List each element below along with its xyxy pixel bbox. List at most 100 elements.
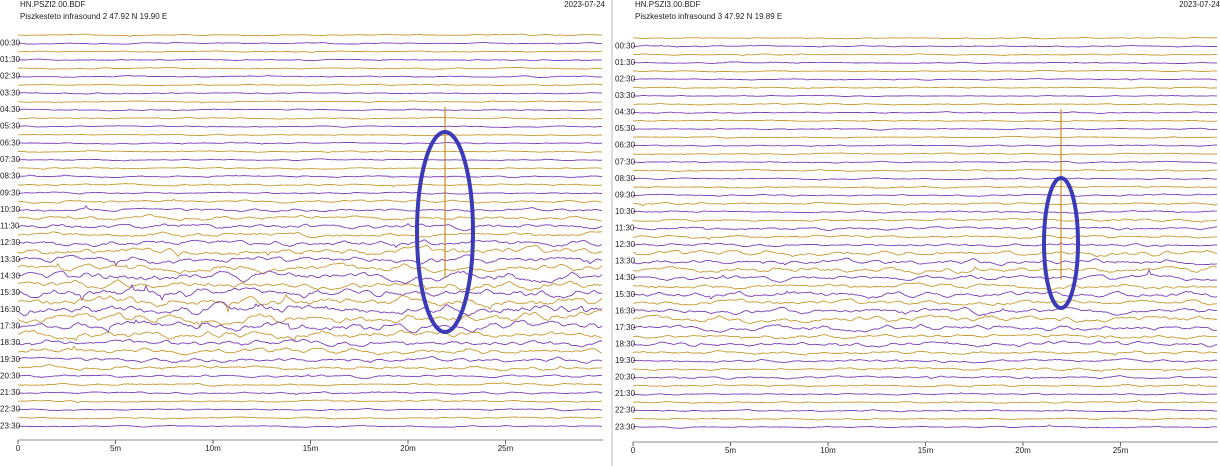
waveform-trace — [17, 191, 603, 195]
waveform-trace — [633, 44, 1218, 48]
waveform-trace — [632, 210, 1218, 214]
waveform-trace — [632, 424, 1218, 429]
row-time-label: 23:30 — [615, 422, 636, 431]
waveform-trace — [633, 399, 1218, 404]
row-time-label: 02:30 — [0, 72, 21, 81]
row-time-label: 04:30 — [0, 105, 21, 114]
waveform-trace — [17, 33, 603, 38]
row-time-label: 09:30 — [615, 190, 636, 199]
panel-date: 2023-07-24 — [1179, 0, 1220, 9]
waveform-trace — [17, 133, 603, 137]
waveform-trace — [632, 36, 1218, 40]
waveform-trace — [17, 174, 603, 179]
x-tick-label: 25m — [498, 444, 514, 453]
waveform-trace — [17, 58, 603, 62]
row-time-label: 06:30 — [615, 141, 636, 150]
x-tick-label: 15m — [303, 444, 319, 453]
row-time-label: 18:30 — [615, 339, 636, 348]
row-time-label: 15:30 — [0, 288, 21, 297]
waveform-trace — [632, 103, 1217, 106]
row-time-label: 07:30 — [0, 155, 21, 164]
waveform-trace — [17, 356, 603, 364]
panel: HN.PSZI2.00.BDF Piszkesteto infrasound 2 … — [0, 0, 606, 453]
x-tick-label: 20m — [1015, 446, 1031, 455]
waveform-trace — [17, 149, 603, 154]
waveform-trace — [17, 262, 603, 275]
waveform-trace — [632, 160, 1218, 164]
waveform-trace — [17, 345, 603, 356]
waveform-trace — [632, 268, 1217, 283]
waveform-trace — [17, 141, 603, 145]
row-time-label: 01:30 — [615, 58, 636, 67]
waveform-trace — [17, 158, 603, 162]
waveform-trace — [17, 270, 603, 284]
waveform-trace — [632, 69, 1218, 73]
waveform-trace — [632, 119, 1218, 123]
waveform-trace — [17, 425, 602, 428]
row-time-label: 03:30 — [0, 88, 21, 97]
row-time-label: 08:30 — [0, 172, 21, 181]
waveform-trace — [18, 74, 603, 78]
row-time-label: 18:30 — [0, 338, 21, 347]
x-tick-label: 10m — [205, 444, 221, 453]
waveform-trace — [632, 61, 1217, 65]
row-time-label: 07:30 — [615, 157, 636, 166]
row-time-label: 03:30 — [615, 91, 636, 100]
waveform-trace — [17, 125, 603, 128]
waveform-trace — [17, 41, 602, 45]
x-tick-label: 10m — [820, 446, 836, 455]
row-time-label: 14:30 — [615, 273, 636, 282]
panel-subtitle: Piszkesteto infrasound 2 47.92 N 19.90 E — [20, 12, 167, 21]
waveform-trace — [633, 409, 1218, 413]
x-tick-label: 25m — [1113, 446, 1129, 455]
highlight-ellipse — [1042, 176, 1080, 310]
waveform-trace — [18, 183, 603, 188]
waveform-trace — [17, 382, 603, 387]
waveform-trace — [17, 391, 603, 395]
waveform-trace — [17, 254, 603, 267]
waveform-trace — [633, 234, 1218, 240]
waveform-trace — [632, 314, 1218, 324]
waveform-trace — [17, 364, 603, 372]
row-time-label: 08:30 — [615, 174, 636, 183]
panel-date: 2023-07-24 — [564, 0, 605, 9]
waveform-trace — [632, 201, 1218, 207]
waveform-trace — [18, 50, 603, 54]
station-label: HN.PSZI2.00.BDF — [20, 0, 85, 9]
row-time-label: 17:30 — [0, 321, 21, 330]
row-time-label: 15:30 — [615, 290, 636, 299]
waveform-trace — [17, 408, 603, 412]
waveform-trace — [632, 375, 1218, 380]
x-tick-label: 0 — [631, 446, 636, 455]
waveform-trace — [633, 193, 1218, 197]
row-time-label: 05:30 — [615, 124, 636, 133]
waveform-trace — [632, 249, 1218, 258]
waveform-trace — [633, 242, 1217, 248]
row-time-label: 22:30 — [615, 406, 636, 415]
waveform-trace — [17, 244, 603, 258]
waveform-trace — [17, 319, 603, 334]
waveform-trace — [17, 198, 603, 204]
row-time-label: 17:30 — [615, 323, 636, 332]
waveform-trace — [17, 294, 603, 313]
row-time-label: 19:30 — [615, 356, 636, 365]
waveform-trace — [632, 136, 1218, 139]
waveform-trace — [17, 83, 602, 87]
waveform-trace — [632, 144, 1218, 147]
waveform-trace — [632, 94, 1217, 98]
row-time-label: 16:30 — [615, 306, 636, 315]
waveform-trace — [632, 177, 1218, 181]
waveform-trace — [17, 239, 603, 249]
waveform-trace — [632, 282, 1218, 291]
panel: HN.PSZI3.00.BDF Piszkesteto infrasound 3 … — [615, 0, 1220, 455]
waveform-trace — [632, 392, 1218, 396]
waveform-trace — [632, 257, 1218, 267]
row-time-label: 14:30 — [0, 272, 21, 281]
row-time-label: 20:30 — [615, 373, 636, 382]
row-time-label: 13:30 — [615, 257, 636, 266]
waveform-trace — [632, 350, 1218, 356]
waveform-trace — [17, 116, 602, 120]
waveform-trace — [633, 185, 1218, 189]
